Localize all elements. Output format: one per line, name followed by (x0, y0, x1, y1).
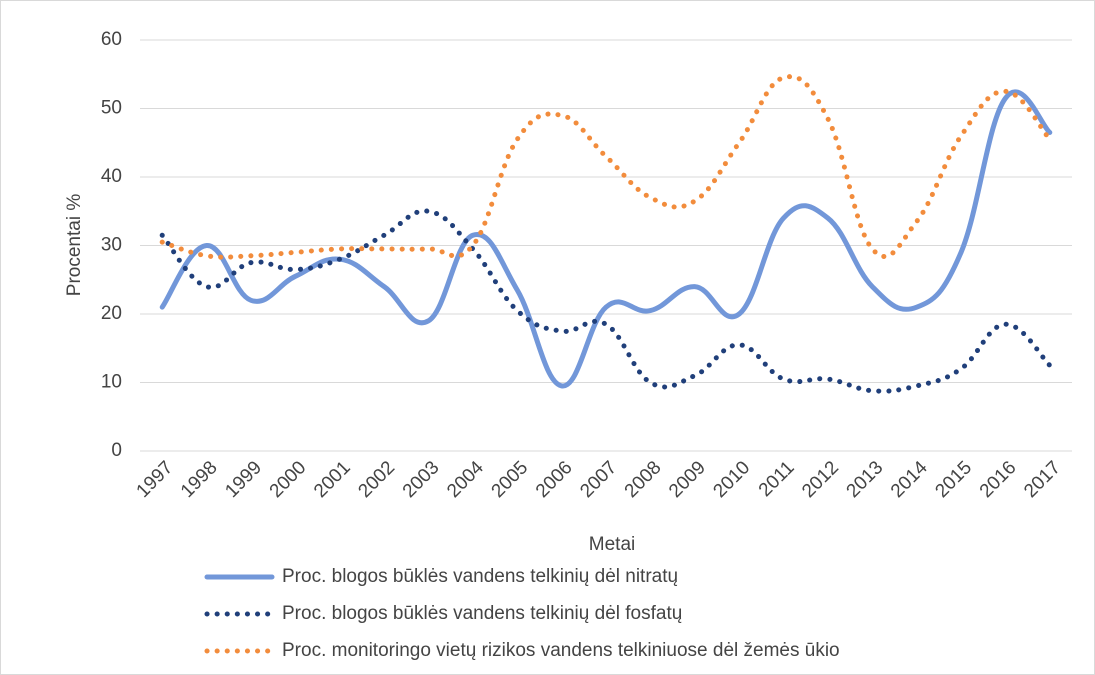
legend-label: Proc. blogos būklės vandens telkinių dėl… (282, 603, 682, 624)
y-axis-title: Procentai % (64, 194, 85, 297)
y-tick-label: 60 (101, 29, 122, 50)
y-tick-label: 40 (101, 166, 122, 187)
y-tick-label: 30 (101, 235, 122, 256)
series-line (159, 89, 1053, 389)
y-tick-label: 20 (101, 303, 122, 324)
y-tick-label: 50 (101, 98, 122, 119)
series-line (159, 74, 1053, 260)
legend-label: Proc. blogos būklės vandens telkinių dėl… (282, 566, 678, 587)
x-axis-title: Metai (589, 534, 635, 555)
y-tick-label: 10 (101, 372, 122, 393)
legend-label: Proc. monitoringo vietų rizikos vandens … (282, 640, 840, 661)
y-tick-label: 0 (111, 440, 122, 461)
series-line (159, 208, 1053, 394)
